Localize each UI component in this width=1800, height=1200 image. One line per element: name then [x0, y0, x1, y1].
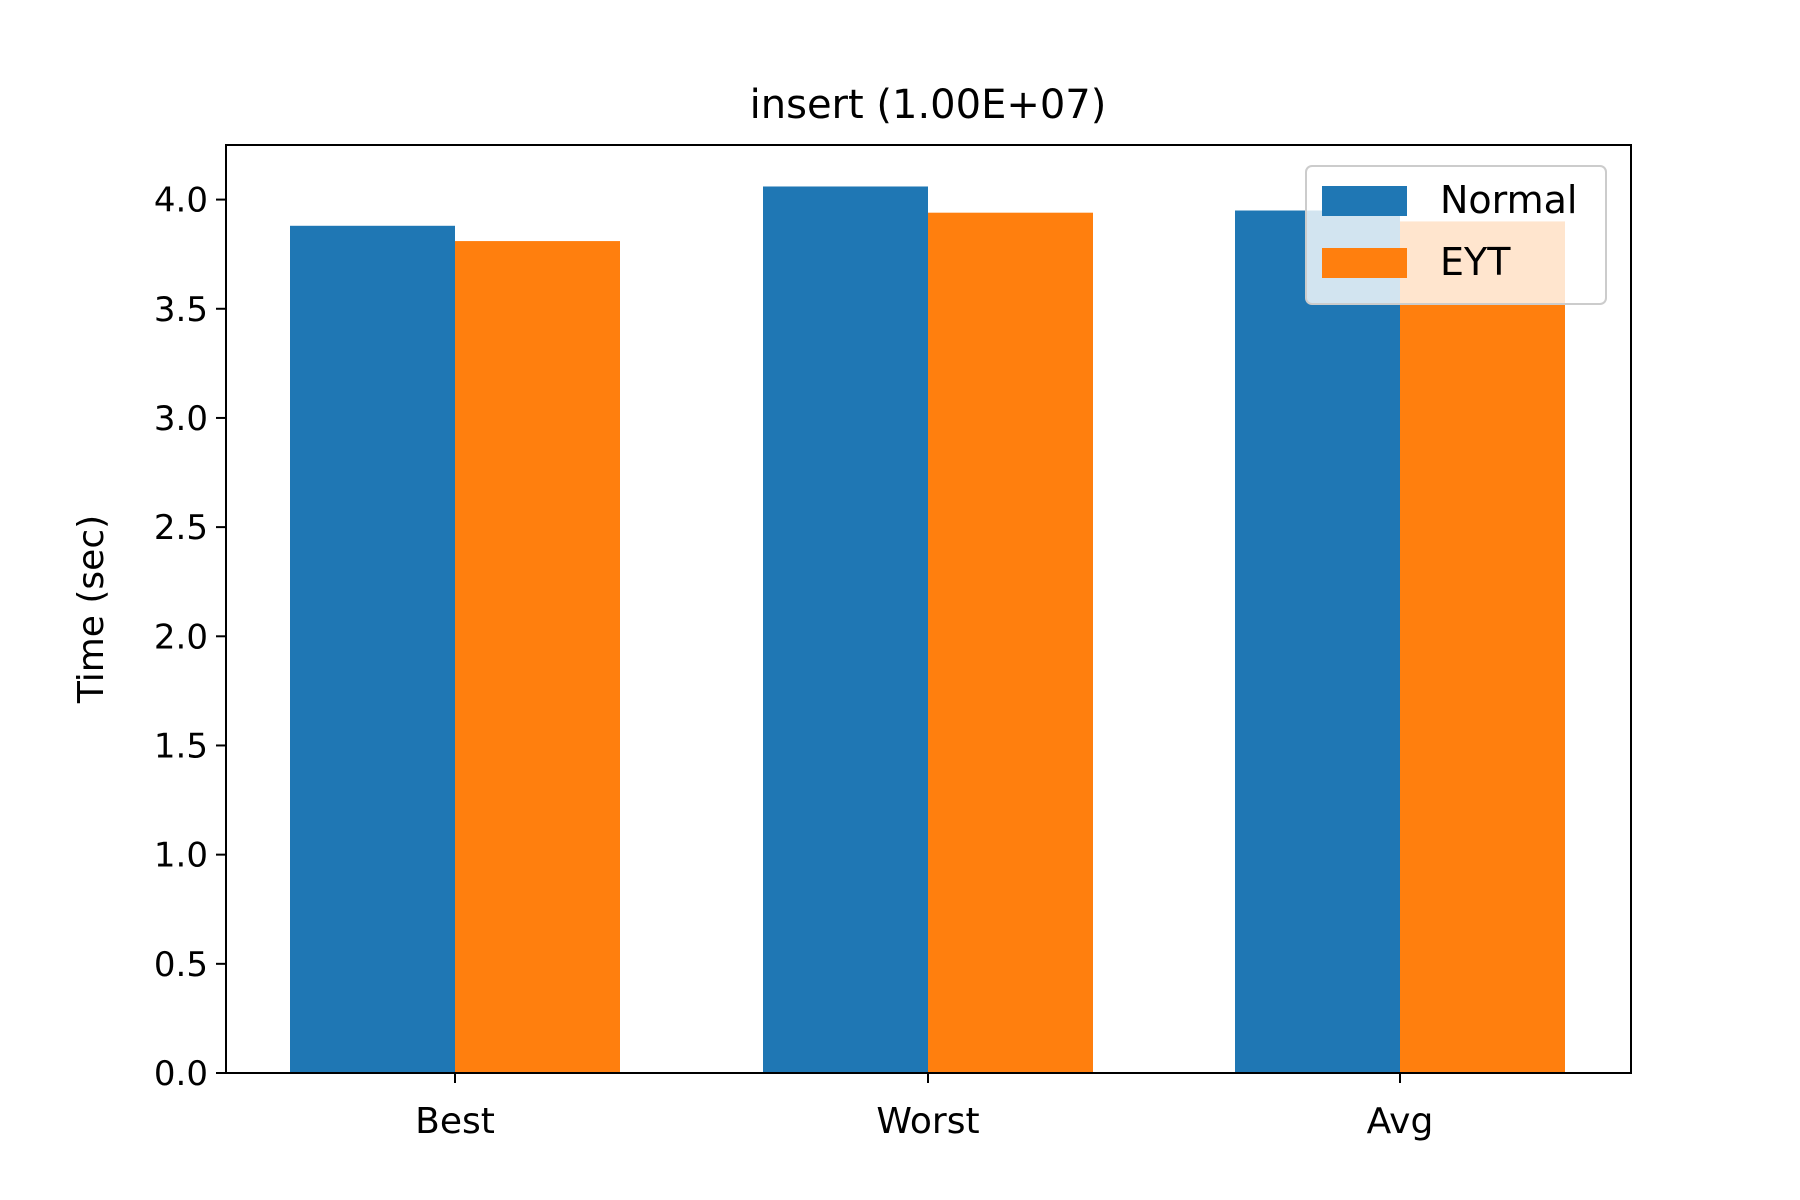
x-tick-label: Avg: [1367, 1101, 1434, 1142]
legend-swatch-normal: [1322, 186, 1407, 216]
bar-eyt-best: [455, 241, 620, 1073]
x-tick-label: Worst: [876, 1101, 979, 1142]
y-axis: 0.0 0.5 1.0 1.5 2.0 2.5 3.0 3.5 4.0: [154, 181, 226, 1094]
x-tick-label: Best: [415, 1101, 495, 1142]
y-axis-label: Time (sec): [71, 515, 112, 704]
legend: Normal EYT: [1305, 165, 1607, 305]
bars-layer: [290, 186, 1565, 1074]
bar-normal-avg: [1235, 210, 1400, 1074]
x-axis: Best Worst Avg: [415, 1073, 1433, 1142]
legend-label-eyt: EYT: [1440, 240, 1511, 284]
y-tick-label: 2.0: [154, 617, 208, 657]
y-tick-label: 4.0: [154, 181, 208, 221]
y-tick-label: 0.0: [154, 1054, 208, 1094]
bar-eyt-avg: [1400, 221, 1565, 1073]
legend-label-normal: Normal: [1440, 178, 1578, 222]
y-tick-label: 3.5: [154, 290, 208, 330]
y-tick-label: 2.5: [154, 508, 208, 548]
y-tick-label: 3.0: [154, 399, 208, 439]
chart-title: insert (1.00E+07): [750, 82, 1107, 128]
legend-swatch-eyt: [1322, 248, 1407, 278]
bar-normal-worst: [763, 186, 928, 1073]
y-tick-label: 0.5: [154, 945, 208, 985]
bar-normal-best: [290, 225, 455, 1073]
y-tick-label: 1.5: [154, 726, 208, 766]
y-tick-label: 1.0: [154, 836, 208, 876]
bar-eyt-worst: [928, 212, 1093, 1074]
